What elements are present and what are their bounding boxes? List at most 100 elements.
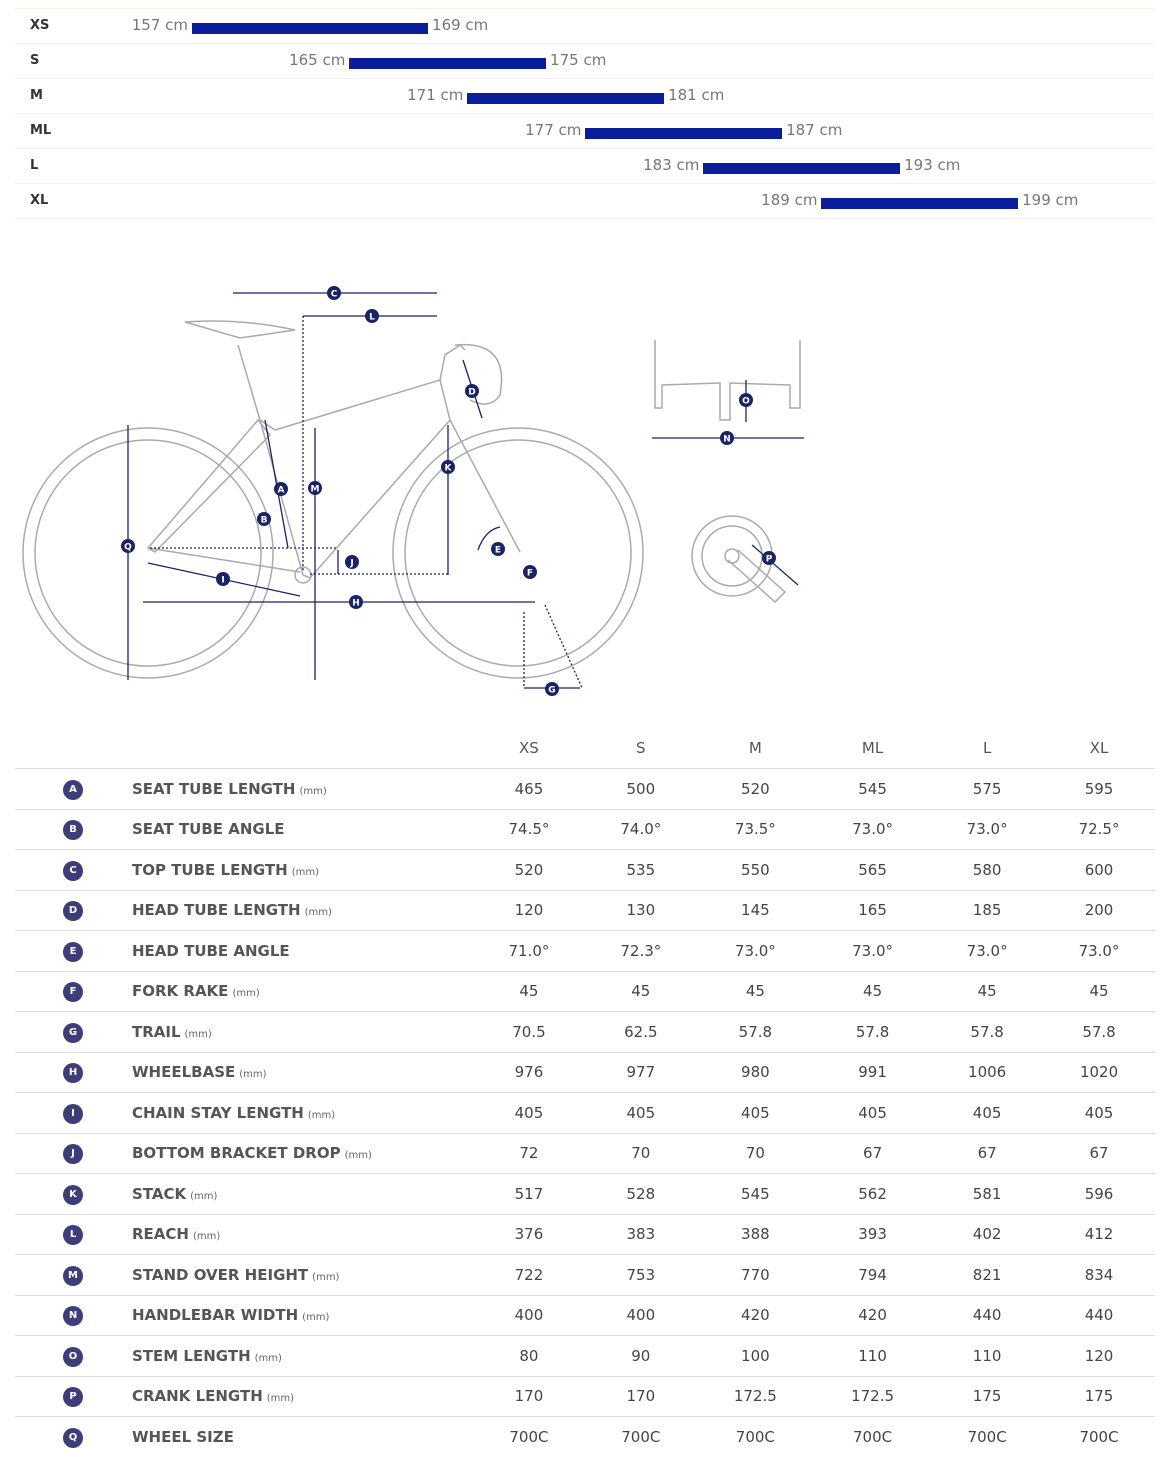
svg-text:J: J (349, 559, 353, 569)
measurement-name: FORK RAKE (132, 982, 229, 1001)
measurement-name: STACK (132, 1184, 187, 1203)
table-row: N HANDLEBAR WIDTH (mm) 400 400 420 420 440 440 (15, 1294, 1155, 1336)
unit-label: (mm) (344, 1150, 372, 1162)
marker-f: F (523, 565, 537, 579)
cell-value: 405 (1043, 1092, 1155, 1133)
size-header: S (636, 739, 646, 757)
cell-value: 520 (696, 768, 814, 809)
cell-value: 753 (584, 1254, 697, 1295)
unit-label: (mm) (232, 988, 260, 1000)
cell-value: 420 (696, 1294, 814, 1336)
min-height-label: 183 cm (643, 156, 700, 174)
cell-value: 110 (931, 1335, 1044, 1376)
cell-value: 545 (813, 768, 932, 809)
height-range-bar (703, 163, 901, 174)
cell-value: 600 (1043, 849, 1155, 890)
key-badge: D (63, 901, 83, 922)
key-badge: I (63, 1103, 83, 1124)
height-range-bar (821, 198, 1019, 209)
cell-value: 90 (584, 1335, 697, 1376)
cell-value: 110 (813, 1335, 932, 1376)
cell-value: 700C (1043, 1416, 1155, 1457)
marker-k: K (441, 460, 455, 474)
size-label: S (30, 53, 40, 68)
height-row: XS 157 cm 169 cm (15, 8, 1155, 44)
cell-value: 165 (813, 889, 932, 931)
cell-value: 545 (696, 1173, 814, 1214)
cell-value: 1020 (1043, 1051, 1155, 1093)
cell-value: 596 (1043, 1173, 1155, 1214)
key-badge: A (63, 779, 83, 800)
size-label: ML (30, 123, 52, 138)
cell-value: 405 (473, 1092, 585, 1133)
marker-e: E (491, 542, 505, 556)
key-badge: G (63, 1022, 83, 1043)
svg-text:F: F (527, 569, 533, 579)
height-row: M 171 cm 181 cm (15, 78, 1155, 114)
key-badge: N (63, 1306, 83, 1327)
cell-value: 185 (931, 889, 1044, 931)
min-height-label: 157 cm (131, 16, 188, 34)
cell-value: 45 (584, 970, 697, 1012)
measurement-name: HEAD TUBE LENGTH (132, 901, 301, 920)
table-row: F FORK RAKE (mm) 45 45 45 45 45 45 (15, 970, 1155, 1012)
table-row: D HEAD TUBE LENGTH (mm) 120 130 145 165 185 200 (15, 889, 1155, 931)
cell-value: 794 (813, 1254, 932, 1295)
key-badge: Q (63, 1427, 83, 1448)
measurement-name: SEAT TUBE ANGLE (132, 820, 285, 839)
table-row: E HEAD TUBE ANGLE 71.0° 72.3° 73.0° 73.0° 73.0… (15, 930, 1155, 971)
table-row: P CRANK LENGTH (mm) 170 170 172.5 172.5 175 175 (15, 1375, 1155, 1417)
table-row: G TRAIL (mm) 70.5 62.5 57.8 57.8 57.8 57.8 (15, 1011, 1155, 1052)
cell-value: 73.5° (696, 808, 814, 850)
svg-text:O: O (742, 397, 750, 407)
marker-a: A (274, 482, 288, 496)
cell-value: 700C (584, 1416, 697, 1457)
size-header: ML (861, 739, 884, 757)
key-badge: M (63, 1265, 83, 1286)
cell-value: 100 (696, 1335, 814, 1376)
key-badge: P (63, 1387, 83, 1408)
table-row: L REACH (mm) 376 383 388 393 402 412 (15, 1213, 1155, 1255)
measurement-name: SEAT TUBE LENGTH (132, 779, 296, 798)
svg-text:M: M (311, 485, 320, 495)
marker-q: Q (121, 539, 135, 553)
cell-value: 821 (931, 1254, 1044, 1295)
cell-value: 400 (473, 1294, 585, 1336)
cell-value: 72.3° (584, 930, 697, 971)
height-row: XL 189 cm 199 cm (15, 183, 1155, 219)
cell-value: 73.0° (931, 808, 1044, 850)
cell-value: 172.5 (696, 1375, 814, 1417)
height-range-bar (349, 58, 547, 69)
table-row: K STACK (mm) 517 528 545 562 581 596 (15, 1173, 1155, 1214)
cell-value: 977 (584, 1051, 697, 1093)
cell-value: 67 (813, 1132, 932, 1174)
cell-value: 412 (1043, 1213, 1155, 1255)
cell-value: 71.0° (473, 930, 585, 971)
cell-value: 72.5° (1043, 808, 1155, 850)
key-badge: L (63, 1225, 83, 1246)
table-row: A SEAT TUBE LENGTH (mm) 465 500 520 545 575 595 (15, 768, 1155, 809)
key-badge: K (63, 1184, 83, 1205)
svg-text:I: I (221, 576, 224, 586)
cell-value: 420 (813, 1294, 932, 1336)
unit-label: (mm) (192, 1231, 221, 1243)
cell-value: 580 (931, 849, 1044, 890)
measurement-name: BOTTOM BRACKET DROP (132, 1144, 341, 1163)
measurement-name: TOP TUBE LENGTH (132, 860, 288, 879)
marker-c: C (327, 286, 341, 300)
table-row: B SEAT TUBE ANGLE 74.5° 74.0° 73.5° 73.0° 73.0… (15, 808, 1155, 850)
height-range-bar (467, 93, 665, 104)
unit-label: (mm) (291, 866, 320, 878)
cell-value: 172.5 (813, 1375, 932, 1417)
table-row: C TOP TUBE LENGTH (mm) 520 535 550 565 580 600 (15, 849, 1155, 890)
measurement-name: WHEELBASE (132, 1063, 236, 1082)
unit-label: (mm) (307, 1109, 336, 1121)
table-row: J BOTTOM BRACKET DROP (mm) 72 70 70 67 67 67 (15, 1132, 1155, 1174)
size-header: L (982, 739, 992, 757)
unit-label: (mm) (299, 785, 327, 797)
svg-text:N: N (723, 435, 731, 445)
cell-value: 581 (931, 1173, 1044, 1214)
cell-value: 170 (473, 1375, 585, 1417)
cell-value: 200 (1043, 889, 1155, 931)
table-row: H WHEELBASE (mm) 976 977 980 991 1006 1020 (15, 1051, 1155, 1093)
